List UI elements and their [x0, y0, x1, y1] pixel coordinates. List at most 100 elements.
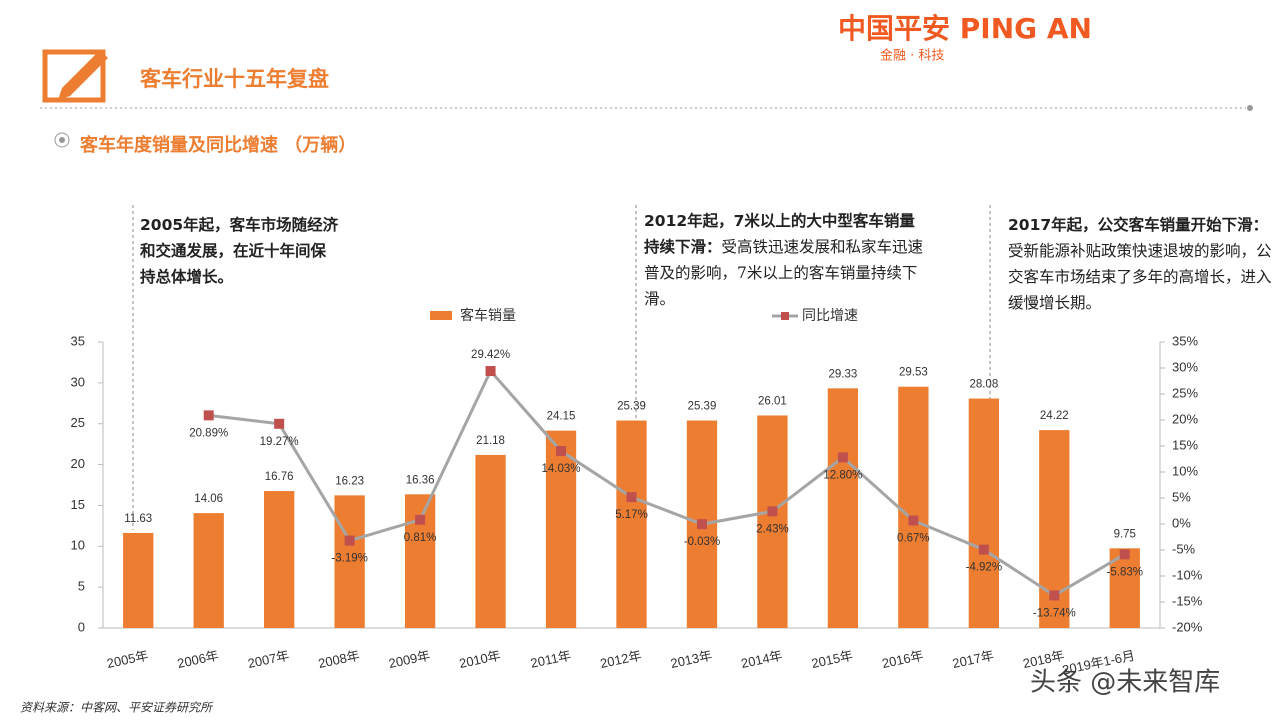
- bar: [475, 454, 506, 628]
- dot: [1247, 105, 1253, 111]
- y2-tick-label: 5%: [1172, 489, 1191, 504]
- y-tick-label: 15: [71, 497, 85, 512]
- y-tick-label: 35: [71, 333, 85, 348]
- marker: [485, 366, 496, 377]
- y-tick-label: 10: [71, 538, 85, 553]
- y2-tick-label: 15%: [1172, 437, 1198, 452]
- marker: [203, 410, 214, 421]
- bar-label: 25.39: [688, 401, 717, 413]
- legend-label: 客车销量: [460, 307, 516, 324]
- x-tick-label: 2010年: [458, 648, 502, 671]
- bar: [827, 388, 859, 628]
- bar-label: 25.39: [617, 401, 646, 413]
- x-tick-label: 2016年: [881, 648, 925, 671]
- bar-label: 16.36: [406, 474, 435, 486]
- bar-label: 14.06: [194, 493, 223, 505]
- bar: [545, 430, 577, 628]
- bar: [968, 398, 999, 628]
- y-tick-label: 30: [71, 374, 85, 389]
- y2-tick-label: 25%: [1172, 385, 1198, 400]
- line-label: 19.27%: [260, 436, 299, 448]
- line: [208, 368, 1126, 598]
- legend-label: 同比增速: [802, 308, 858, 324]
- bar: [123, 532, 154, 628]
- marker: [978, 544, 989, 555]
- annotation-bold: 2017年起，公交客车销量开始下滑：: [1008, 216, 1269, 234]
- x-tick-label: 2007年: [246, 648, 290, 671]
- bar-label: 26.01: [758, 395, 787, 407]
- source: 资料来源：中客网、平安证券研究所: [20, 701, 214, 715]
- x-tick-label: 2012年: [599, 648, 643, 671]
- annotation-bold: 2012年起，7米以上的大中型客车销量持续下滑：: [644, 212, 915, 256]
- y2-tick-label: -10%: [1172, 567, 1203, 582]
- marker: [837, 452, 848, 463]
- logo-sub: 金融 · 科技: [880, 48, 944, 64]
- line-label: 0.67%: [897, 533, 930, 545]
- y2-tick-label: 30%: [1172, 359, 1198, 374]
- x-tick-label: 2009年: [387, 648, 431, 671]
- x-tick-label: 2008年: [317, 648, 361, 671]
- annotation-text: 受新能源补贴政策快速退坡的影响，公交客车市场结束了多年的高增长，进入缓慢增长期。: [1008, 242, 1272, 312]
- bullet: [59, 137, 65, 143]
- title: 客车行业十五年复盘: [140, 67, 329, 91]
- bar-label: 11.63: [124, 513, 152, 525]
- marker: [908, 515, 919, 526]
- legend-swatch: [430, 311, 452, 320]
- x-tick-label: 2017年: [951, 648, 995, 671]
- x-tick-label: 2005年: [105, 648, 149, 671]
- bar-label: 24.22: [1040, 410, 1069, 422]
- marker: [696, 519, 707, 530]
- bar: [404, 494, 436, 628]
- y2-tick-label: 20%: [1172, 411, 1198, 426]
- x-tick-label: 2015年: [810, 648, 854, 671]
- y2-tick-label: -20%: [1172, 619, 1203, 634]
- line-label: -0.03%: [684, 536, 720, 548]
- line-label: 20.89%: [189, 427, 228, 439]
- line-label: -13.74%: [1033, 607, 1076, 619]
- bar: [757, 415, 788, 628]
- bar: [334, 495, 365, 628]
- bar-label: 16.76: [265, 471, 294, 483]
- y2-tick-label: -5%: [1172, 541, 1196, 556]
- marker: [1119, 549, 1130, 560]
- bar-label: 29.33: [829, 368, 858, 380]
- line-label: 0.81%: [404, 532, 437, 544]
- legend-marker: [781, 312, 789, 320]
- pencil: [58, 50, 108, 100]
- logo: 中国平安 PING AN: [838, 12, 1092, 45]
- marker: [767, 506, 778, 517]
- bar-label: 29.53: [899, 367, 928, 379]
- bar: [898, 386, 929, 628]
- annotation: 2017年起，公交客车销量开始下滑： 受新能源补贴政策快速退坡的影响，公交客车市场…: [1008, 212, 1273, 316]
- x-tick-label: 2013年: [669, 648, 713, 671]
- bar: [616, 420, 647, 628]
- line-label: 12.80%: [823, 469, 862, 481]
- annotation: 2005年起，客车市场随经济和交通发展，在近十年间保持总体增长。: [140, 212, 340, 290]
- bar: [193, 513, 224, 628]
- bar-label: 21.18: [476, 435, 505, 447]
- annotation-bold: 2005年起，客车市场随经济和交通发展，在近十年间保持总体增长。: [140, 216, 339, 286]
- y-tick-label: 0: [78, 619, 85, 634]
- marker: [1049, 590, 1060, 601]
- annotation-text: 受高铁迅速发展和私家车迅速普及的影响，7米以上的客车销量持续下滑。: [644, 238, 924, 308]
- marker: [274, 418, 285, 429]
- y2-tick-label: 10%: [1172, 463, 1198, 478]
- annotation: 2012年起，7米以上的大中型客车销量持续下滑：受高铁迅速发展和私家车迅速普及的…: [644, 208, 929, 312]
- y2-tick-label: 0%: [1172, 515, 1191, 530]
- line-label: 2.43%: [756, 523, 789, 535]
- y2-tick-label: -15%: [1172, 593, 1203, 608]
- line-label: -4.92%: [966, 562, 1002, 574]
- line-label: 14.03%: [542, 463, 581, 475]
- bar-label: 28.08: [969, 379, 998, 391]
- marker: [556, 446, 567, 457]
- line-label: 5.17%: [615, 509, 648, 521]
- x-tick-label: 2006年: [176, 648, 220, 671]
- bar-label: 9.75: [1114, 528, 1136, 540]
- bar-label: 24.15: [547, 411, 576, 423]
- line-label: -3.19%: [331, 553, 367, 565]
- marker: [415, 514, 426, 525]
- line-label: 29.42%: [471, 349, 510, 361]
- subtitle: 客车年度销量及同比增速 （万辆）: [80, 134, 356, 156]
